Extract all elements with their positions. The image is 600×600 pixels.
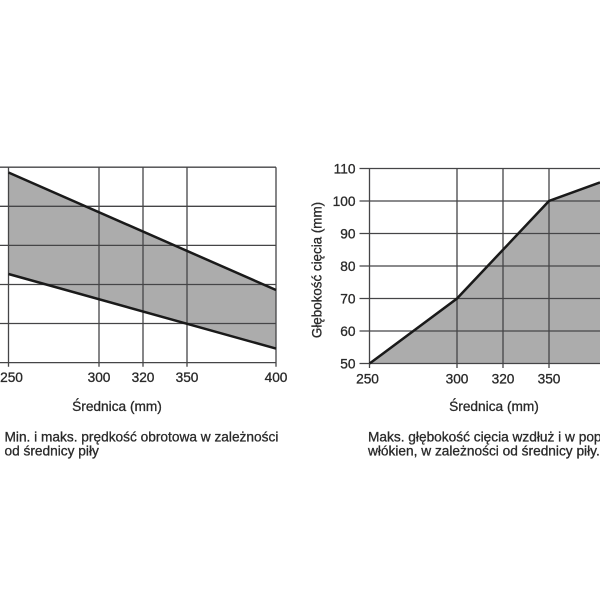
svg-text:włókien, w zależności od średn: włókien, w zależności od średnicy piły. xyxy=(367,444,600,459)
svg-text:od średnicy piły: od średnicy piły xyxy=(5,444,99,459)
svg-text:50: 50 xyxy=(340,357,356,372)
svg-text:350: 350 xyxy=(176,370,199,385)
svg-text:Głębokość cięcia (mm): Głębokość cięcia (mm) xyxy=(310,202,325,338)
svg-text:320: 320 xyxy=(132,370,155,385)
svg-text:250: 250 xyxy=(356,372,379,387)
svg-text:Średnica (mm): Średnica (mm) xyxy=(449,399,539,414)
svg-text:Średnica (mm): Średnica (mm) xyxy=(72,399,162,414)
svg-text:300: 300 xyxy=(88,370,111,385)
svg-text:320: 320 xyxy=(492,372,515,387)
svg-text:80: 80 xyxy=(340,259,356,274)
svg-text:250: 250 xyxy=(0,370,23,385)
svg-text:70: 70 xyxy=(340,292,356,307)
svg-text:100: 100 xyxy=(333,194,356,209)
svg-text:350: 350 xyxy=(538,372,561,387)
svg-text:Min. i maks. prędkość obrotowa: Min. i maks. prędkość obrotowa w zależno… xyxy=(5,429,279,444)
svg-text:110: 110 xyxy=(334,162,356,177)
svg-text:300: 300 xyxy=(446,372,469,387)
svg-text:60: 60 xyxy=(340,324,356,339)
svg-text:400: 400 xyxy=(265,370,288,385)
svg-text:Maks. głębokość cięcia wzdłuż: Maks. głębokość cięcia wzdłuż i w poprze… xyxy=(368,429,600,444)
svg-text:90: 90 xyxy=(340,227,356,242)
